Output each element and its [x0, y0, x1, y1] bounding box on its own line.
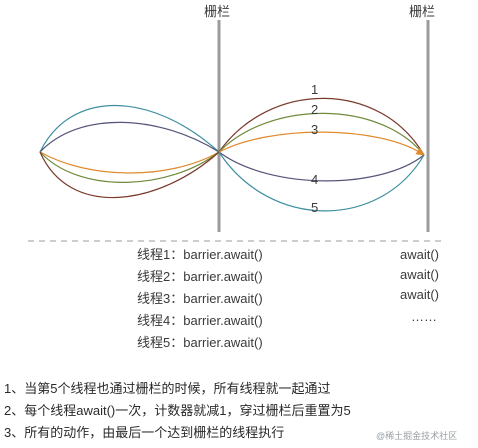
thread-call-3: 线程3：barrier.await() [137, 291, 263, 306]
note-1: 1、当第5个线程也通过栅栏的时候，所有线程就一起通过 [4, 381, 331, 396]
thread3-curve-left [39, 151, 220, 174]
thread-call-5: 线程5：barrier.await() [137, 335, 263, 350]
thread3-curve-right [218, 131, 425, 156]
note-3: 3、所有的动作，由最后一个达到栅栏的线程执行 [4, 425, 285, 440]
thread5-curve-right [218, 151, 425, 212]
right-call-ellipsis: …… [411, 309, 437, 324]
thread-call-2: 线程2：barrier.await() [137, 269, 263, 284]
thread1-curve-right [218, 97, 425, 156]
thread1-curve-left [39, 151, 220, 198]
right-call-3: await() [400, 287, 440, 302]
curve-label-3: 3 [311, 122, 319, 137]
thread-call-1: 线程1：barrier.await() [137, 247, 263, 262]
right-call-2: await() [400, 267, 440, 282]
curve-label-2: 2 [311, 102, 319, 117]
thread5-curve-left [39, 104, 220, 153]
left-barrier-title: 栅栏 [204, 4, 231, 19]
watermark-text: @稀土掘金技术社区 [376, 431, 458, 441]
thread2-curve-left [39, 151, 220, 183]
curve-label-4: 4 [311, 172, 319, 187]
thread-call-4: 线程4：barrier.await() [137, 313, 263, 328]
curve-label-1: 1 [311, 82, 319, 97]
right-barrier-title: 栅栏 [409, 4, 436, 19]
note-2: 2、每个线程await()一次，计数器就减1，穿过栅栏后重置为5 [4, 403, 351, 418]
curve-label-5: 5 [311, 200, 319, 215]
thread4-curve-right [218, 151, 425, 182]
right-call-1: await() [400, 247, 440, 262]
thread4-curve-left [39, 121, 220, 153]
thread2-curve-right [218, 112, 425, 156]
